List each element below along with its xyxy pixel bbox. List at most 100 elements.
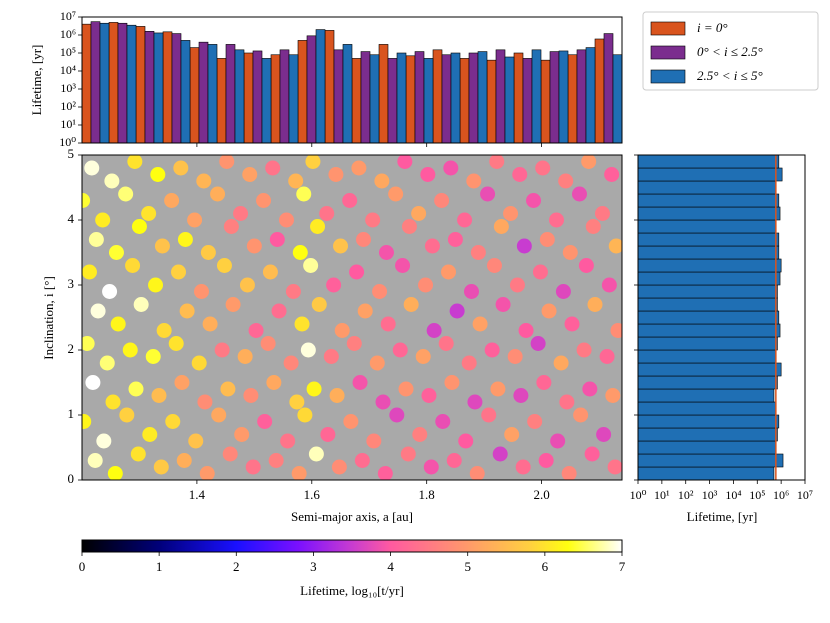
hist-bar bbox=[288, 54, 299, 144]
hist-bar bbox=[189, 47, 200, 144]
point bbox=[164, 193, 180, 208]
point bbox=[484, 342, 500, 358]
point bbox=[378, 245, 394, 260]
point bbox=[165, 414, 181, 429]
point bbox=[323, 349, 339, 364]
colorbar-label: Lifetime, log₁₀[t/yr] bbox=[300, 583, 404, 598]
point bbox=[95, 212, 111, 228]
point bbox=[214, 342, 230, 358]
hist-bar bbox=[567, 54, 578, 144]
point bbox=[601, 277, 617, 293]
point bbox=[96, 433, 112, 449]
point bbox=[153, 459, 169, 475]
colorbar-tick-label: 2 bbox=[233, 559, 240, 574]
point bbox=[573, 407, 589, 423]
point bbox=[187, 212, 203, 228]
point bbox=[558, 173, 574, 189]
point bbox=[594, 206, 610, 221]
point bbox=[366, 433, 382, 449]
point bbox=[219, 155, 235, 169]
point bbox=[515, 459, 531, 475]
point bbox=[372, 284, 388, 299]
point bbox=[392, 342, 408, 358]
hist-bar bbox=[207, 44, 218, 144]
point bbox=[331, 459, 347, 475]
point bbox=[243, 388, 259, 403]
point bbox=[156, 323, 172, 338]
point bbox=[466, 173, 482, 189]
point bbox=[269, 232, 285, 247]
point bbox=[222, 446, 238, 462]
point bbox=[564, 316, 580, 332]
point bbox=[90, 303, 106, 319]
point bbox=[536, 375, 552, 390]
x-tick-label: 1.4 bbox=[189, 487, 206, 502]
hist-bar bbox=[243, 52, 254, 144]
legend-swatch bbox=[650, 69, 686, 84]
hist-bar bbox=[306, 35, 317, 144]
point bbox=[526, 193, 542, 208]
point bbox=[223, 219, 239, 234]
point bbox=[305, 155, 321, 169]
colorbar-tick-label: 3 bbox=[310, 559, 317, 574]
plot-frame bbox=[81, 154, 623, 481]
hist-bar bbox=[297, 40, 308, 144]
point bbox=[582, 381, 598, 397]
hist-y-tick-label: 10² bbox=[60, 99, 76, 113]
barh-bar bbox=[637, 271, 781, 286]
point bbox=[188, 433, 204, 449]
point bbox=[605, 388, 621, 403]
point bbox=[105, 394, 121, 410]
hist-bar bbox=[585, 47, 596, 144]
hist-bar bbox=[279, 49, 290, 144]
point bbox=[148, 277, 164, 293]
hist-bar bbox=[594, 38, 605, 144]
barh-x-tick-label: 10¹ bbox=[654, 488, 670, 502]
point bbox=[587, 297, 603, 312]
point bbox=[561, 466, 577, 480]
point bbox=[257, 414, 273, 429]
point bbox=[608, 238, 622, 254]
point bbox=[87, 453, 103, 468]
colorbar-tick-label: 4 bbox=[387, 559, 394, 574]
point bbox=[401, 219, 417, 234]
barh-bar bbox=[637, 258, 782, 273]
hist-bar bbox=[360, 51, 371, 144]
hist-bar bbox=[468, 52, 479, 144]
hist-bar bbox=[486, 59, 497, 144]
point bbox=[503, 206, 519, 221]
barh-bar bbox=[637, 362, 782, 377]
point bbox=[294, 316, 310, 332]
hist-bar bbox=[414, 51, 425, 144]
point bbox=[319, 206, 335, 221]
point bbox=[411, 206, 427, 221]
hist-y-tick-label: 10⁷ bbox=[60, 9, 76, 23]
hist-bar bbox=[117, 22, 128, 144]
hist-y-tick-label: 10⁶ bbox=[60, 27, 76, 41]
point bbox=[342, 193, 358, 208]
point bbox=[472, 316, 488, 332]
point bbox=[389, 407, 405, 423]
point bbox=[288, 173, 304, 189]
hist-bar bbox=[432, 49, 443, 144]
hist-bar bbox=[459, 58, 470, 144]
hist-bar bbox=[315, 29, 326, 144]
point bbox=[171, 264, 187, 280]
hist-bar bbox=[333, 49, 344, 144]
point bbox=[239, 277, 255, 293]
point bbox=[374, 173, 390, 189]
point bbox=[377, 466, 393, 480]
hist-bar bbox=[495, 49, 506, 144]
point bbox=[538, 453, 554, 468]
point bbox=[260, 336, 276, 351]
barh-bar bbox=[637, 310, 780, 325]
point bbox=[403, 297, 419, 312]
point bbox=[539, 232, 555, 247]
y-tick-label: 1 bbox=[68, 406, 75, 421]
hist-y-axis-label: Lifetime, [yr] bbox=[29, 45, 44, 116]
point bbox=[516, 238, 532, 254]
point bbox=[82, 264, 97, 280]
hist-bar bbox=[81, 23, 92, 144]
barh-x-tick-label: 10² bbox=[678, 488, 694, 502]
